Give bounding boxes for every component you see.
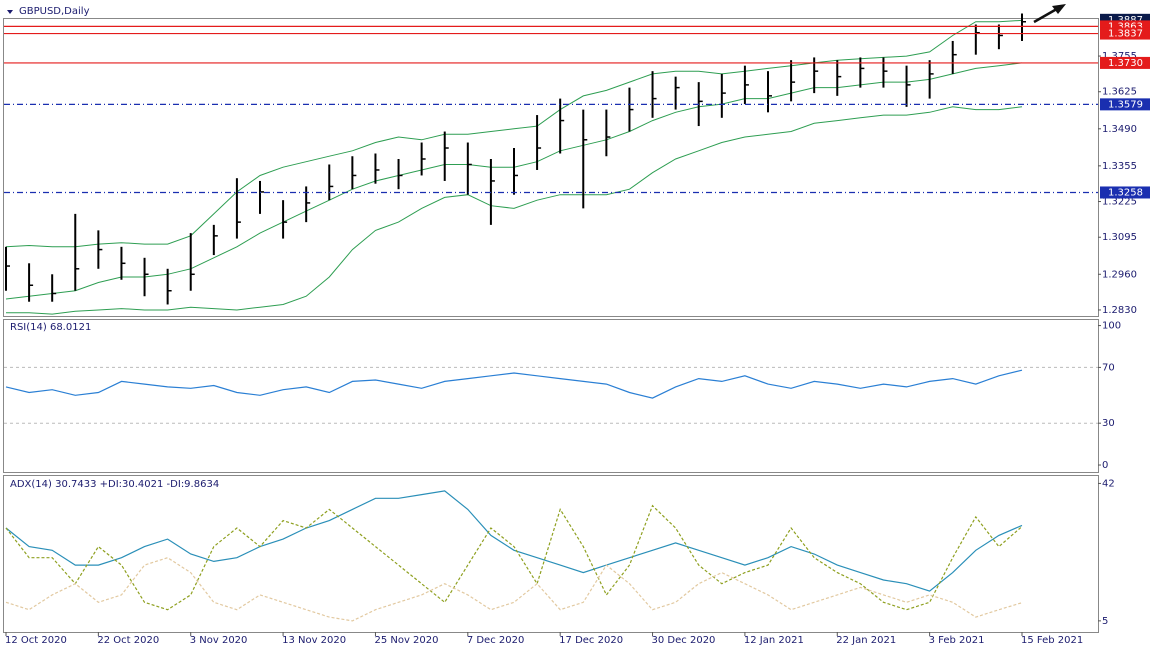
y-tick-label: 1.3755 — [1102, 51, 1137, 62]
y-tick-label: 70 — [1102, 362, 1115, 373]
indicator-line — [5, 504, 1023, 611]
y-tick-label: 1.3625 — [1102, 87, 1137, 98]
dropdown-icon[interactable] — [7, 10, 13, 14]
y-tick-label: 1.3355 — [1102, 161, 1137, 172]
y-tick-label: 5 — [1102, 616, 1108, 627]
y-tick-label: 0 — [1102, 460, 1108, 471]
y-tick-label: 1.2960 — [1102, 269, 1137, 280]
price-tag — [1100, 27, 1150, 40]
price-tag — [1100, 186, 1150, 199]
trend-arrow-head — [1052, 4, 1066, 14]
x-tick-label: 15 Feb 2021 — [1021, 635, 1083, 646]
x-tick-label: 22 Jan 2021 — [836, 635, 896, 646]
price-tag-label: 1.3863 — [1108, 21, 1143, 32]
indicator-line — [5, 369, 1023, 399]
rsi-panel — [3, 319, 1099, 473]
indicator-line — [5, 557, 1023, 622]
symbol-title: GBPUSD,Daily — [19, 6, 90, 17]
bollinger-band — [6, 106, 1023, 315]
y-tick-label: 1.3095 — [1102, 232, 1137, 243]
rsi-title: RSI(14) 68.0121 — [10, 322, 91, 333]
price-tag — [1100, 56, 1150, 69]
price-tag-label: 1.3887 — [1108, 15, 1143, 26]
price-tag-label: 1.3837 — [1108, 29, 1143, 40]
x-tick-label: 25 Nov 2020 — [374, 635, 438, 646]
x-tick-label: 13 Nov 2020 — [282, 635, 346, 646]
bollinger-band — [5, 19, 1023, 248]
price-tag — [1100, 98, 1150, 111]
y-tick-label: 100 — [1102, 321, 1121, 332]
y-tick-label: 1.2830 — [1102, 305, 1137, 316]
price-tag-label: 1.3579 — [1108, 99, 1143, 110]
adx-title: ADX(14) 30.7433 +DI:30.4021 -DI:9.8634 — [10, 479, 219, 490]
x-tick-label: 22 Oct 2020 — [97, 635, 159, 646]
x-tick-label: 12 Oct 2020 — [5, 635, 67, 646]
price-tag-label: 1.3258 — [1108, 187, 1143, 198]
adx-panel — [3, 475, 1099, 633]
indicator-line — [5, 490, 1023, 592]
x-tick-label: 12 Jan 2021 — [744, 635, 804, 646]
x-tick-label: 30 Dec 2020 — [652, 635, 716, 646]
price-tag-label: 1.3730 — [1108, 58, 1143, 69]
x-tick-label: 3 Nov 2020 — [190, 635, 248, 646]
y-tick-label: 1.3225 — [1102, 197, 1137, 208]
x-tick-label: 3 Feb 2021 — [929, 635, 985, 646]
x-tick-label: 7 Dec 2020 — [467, 635, 525, 646]
y-tick-label: 42 — [1102, 478, 1115, 489]
x-tick-label: 17 Dec 2020 — [559, 635, 623, 646]
y-tick-label: 1.3490 — [1102, 124, 1137, 135]
y-tick-label: 30 — [1102, 418, 1115, 429]
price-panel — [3, 18, 1099, 317]
